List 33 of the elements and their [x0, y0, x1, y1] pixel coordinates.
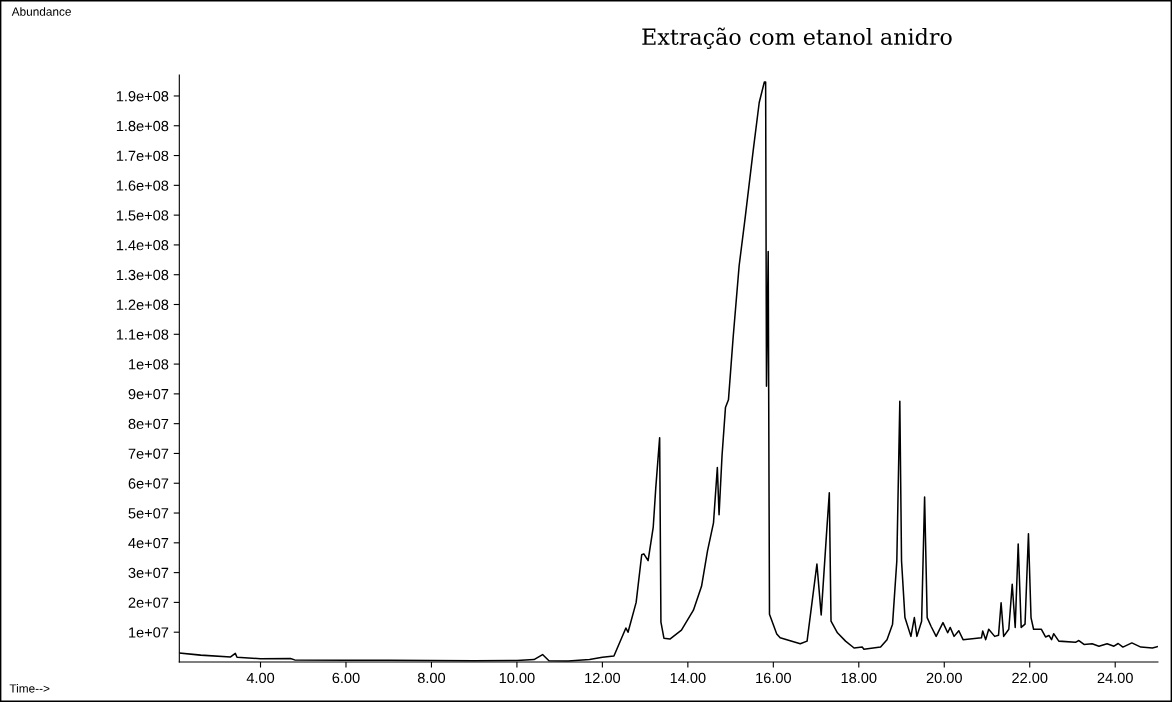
x-tick-label: 20.00	[926, 672, 962, 684]
y-tick-label: 1.8e+08	[116, 120, 169, 132]
y-tick-label: 1e+08	[129, 359, 169, 370]
y-tick-label: 1.6e+08	[116, 180, 169, 191]
y-tick-label: 1e+07	[129, 627, 169, 638]
x-tick-label: 16.00	[756, 672, 791, 684]
chart-title: Extração com etanol anidro	[642, 27, 952, 50]
y-tick-label: 8e+07	[128, 418, 169, 430]
y-tick-label: 5e+07	[128, 508, 169, 519]
x-tick-label: 14.00	[670, 672, 706, 684]
y-tick-label: 1.4e+08	[116, 240, 169, 251]
x-tick-label: 24.00	[1097, 672, 1133, 684]
x-tick-label: 22.00	[1012, 672, 1048, 684]
text: Time-->	[9, 683, 50, 693]
x-tick-label: 10.00	[499, 672, 535, 684]
y-tick-label: 1.7e+08	[116, 150, 169, 161]
y-tick-label: 9e+07	[128, 388, 169, 400]
y-tick-label: 1.3e+08	[116, 269, 169, 281]
x-tick-label: 6.00	[332, 672, 360, 684]
y-tick-label: 1.2e+08	[116, 299, 169, 310]
y-tick-label: 7e+07	[128, 448, 169, 459]
x-tick-label: 4.00	[246, 672, 275, 684]
y-tick-label: 1.5e+08	[116, 210, 169, 221]
y-tick-label: 2e+07	[128, 597, 169, 608]
x-tick-label: 12.00	[585, 672, 621, 684]
y-tick-label: 3e+07	[128, 567, 169, 579]
text: Abundance	[11, 7, 71, 16]
y-tick-label: 1.1e+08	[116, 329, 169, 340]
x-tick-label: 8.00	[417, 672, 446, 684]
x-tick-label: 18.00	[841, 672, 877, 684]
y-tick-label: 6e+07	[128, 478, 169, 489]
y-tick-label: 4e+07	[128, 537, 169, 549]
y-tick-label: 1.9e+08	[116, 91, 169, 102]
